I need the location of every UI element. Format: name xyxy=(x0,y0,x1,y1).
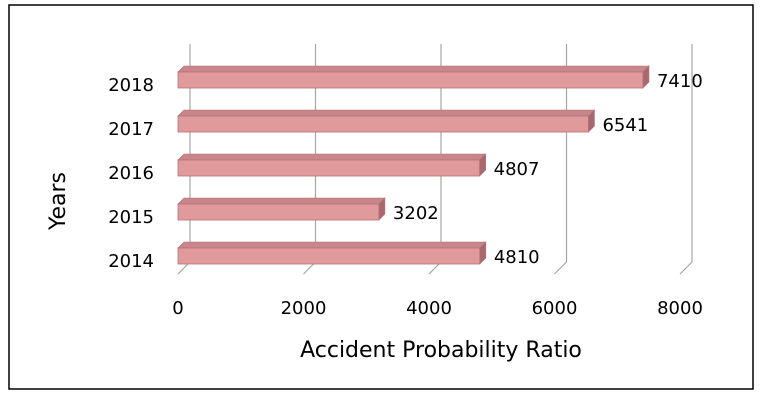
bar-2014 xyxy=(178,242,486,264)
bar-front-face xyxy=(178,160,480,176)
y-tick-label-2015: 2015 xyxy=(108,207,154,228)
data-label-2016: 4807 xyxy=(494,159,540,180)
bar-2016 xyxy=(178,154,486,176)
y-tick-label-2017: 2017 xyxy=(108,119,154,140)
bar-front-face xyxy=(178,204,379,220)
bar-2015 xyxy=(178,198,385,220)
y-tick-label-2016: 2016 xyxy=(108,163,154,184)
bar-2018 xyxy=(178,66,649,88)
y-axis-title: Years xyxy=(46,172,71,231)
data-label-2018: 7410 xyxy=(657,71,703,92)
bar-top-face xyxy=(178,198,385,204)
x-tick-label: 0 xyxy=(172,298,183,319)
data-label-2014: 4810 xyxy=(494,247,540,268)
bar-front-face xyxy=(178,248,480,264)
bar-top-face xyxy=(178,242,486,248)
bar-2017 xyxy=(178,110,594,132)
bar-top-face xyxy=(178,66,649,72)
chart-border xyxy=(9,5,753,389)
data-label-2017: 6541 xyxy=(602,115,648,136)
y-tick-label-2014: 2014 xyxy=(108,251,154,272)
bar-front-face xyxy=(178,116,588,132)
x-tick-label: 6000 xyxy=(532,298,578,319)
bar-top-face xyxy=(178,110,594,116)
x-tick-label: 2000 xyxy=(281,298,327,319)
bar-front-face xyxy=(178,72,643,88)
bar-top-face xyxy=(178,154,486,160)
x-tick-label: 4000 xyxy=(406,298,452,319)
x-axis-title: Accident Probability Ratio xyxy=(300,338,582,363)
x-tick-label: 8000 xyxy=(657,298,703,319)
y-tick-label-2018: 2018 xyxy=(108,75,154,96)
data-label-2015: 3202 xyxy=(393,203,439,224)
